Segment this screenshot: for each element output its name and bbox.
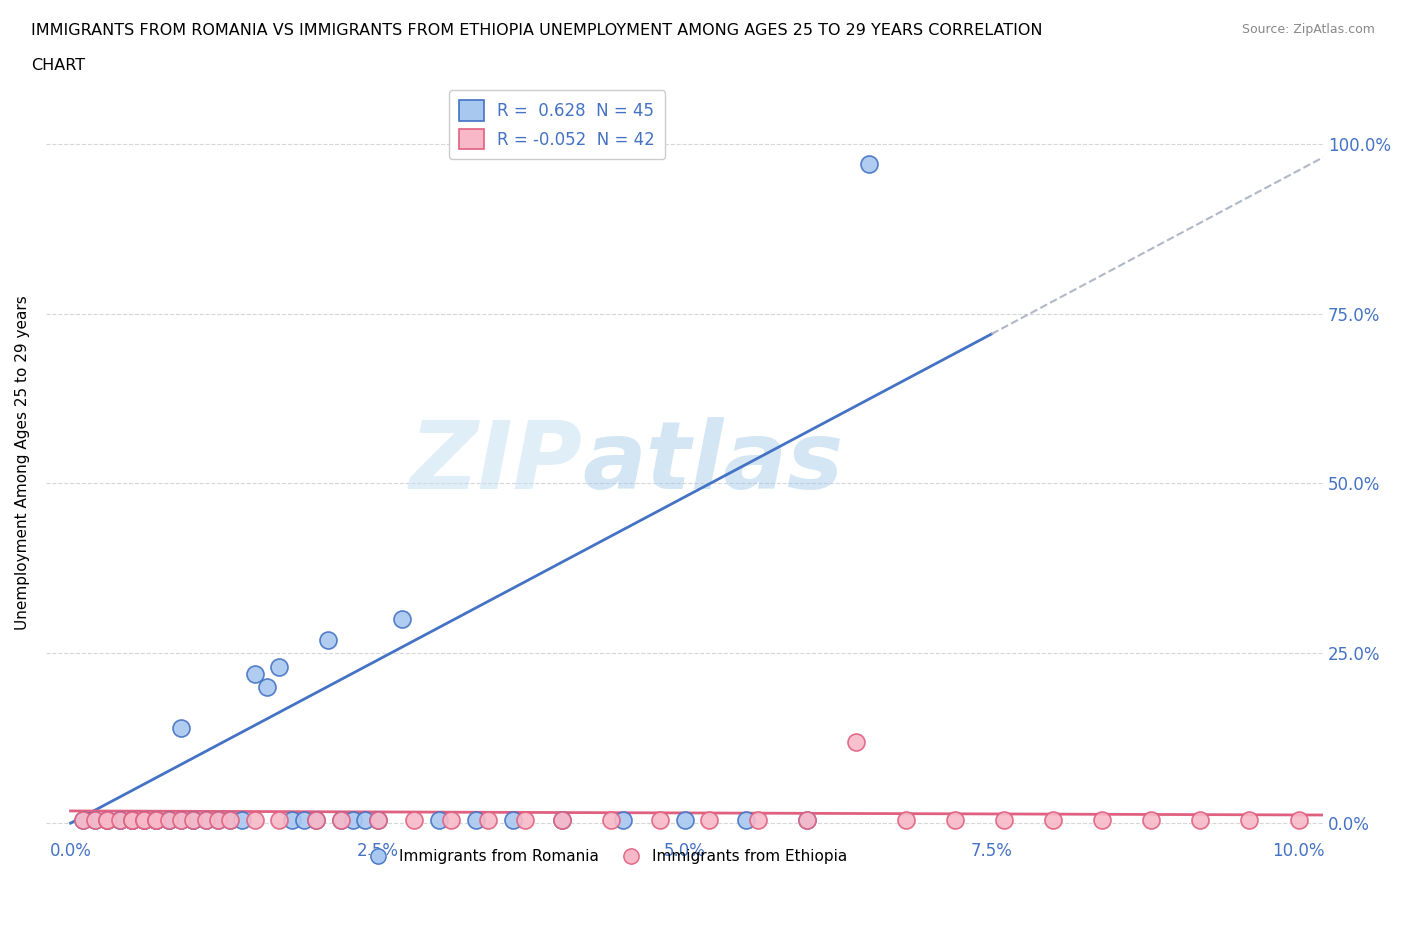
Point bbox=[219, 812, 242, 827]
Point bbox=[121, 812, 143, 827]
Point bbox=[96, 812, 118, 827]
Point bbox=[673, 812, 696, 827]
Point bbox=[1091, 812, 1114, 827]
Point bbox=[145, 812, 167, 827]
Point bbox=[648, 812, 671, 827]
Point bbox=[134, 812, 156, 827]
Point bbox=[477, 812, 499, 827]
Point bbox=[183, 812, 205, 827]
Point bbox=[502, 812, 524, 827]
Point bbox=[697, 812, 720, 827]
Point bbox=[612, 812, 634, 827]
Legend: Immigrants from Romania, Immigrants from Ethiopia: Immigrants from Romania, Immigrants from… bbox=[363, 843, 853, 870]
Point bbox=[342, 812, 364, 827]
Point bbox=[145, 812, 167, 827]
Point bbox=[943, 812, 966, 827]
Point bbox=[157, 812, 180, 827]
Point bbox=[858, 156, 880, 171]
Text: atlas: atlas bbox=[582, 417, 844, 509]
Point bbox=[329, 812, 352, 827]
Point bbox=[367, 812, 389, 827]
Point bbox=[269, 812, 291, 827]
Point bbox=[170, 812, 193, 827]
Point bbox=[1288, 812, 1310, 827]
Point bbox=[207, 812, 229, 827]
Point bbox=[108, 812, 131, 827]
Point bbox=[440, 812, 463, 827]
Point bbox=[391, 612, 413, 627]
Point bbox=[796, 812, 818, 827]
Point bbox=[513, 812, 536, 827]
Point bbox=[599, 812, 621, 827]
Point bbox=[157, 812, 180, 827]
Point bbox=[108, 812, 131, 827]
Point bbox=[894, 812, 917, 827]
Point bbox=[1189, 812, 1212, 827]
Point bbox=[194, 812, 217, 827]
Point bbox=[183, 812, 205, 827]
Point bbox=[84, 812, 107, 827]
Text: ZIP: ZIP bbox=[409, 417, 582, 509]
Point bbox=[96, 812, 118, 827]
Point bbox=[145, 812, 167, 827]
Point bbox=[845, 734, 868, 749]
Point bbox=[121, 812, 143, 827]
Point bbox=[219, 812, 242, 827]
Point bbox=[354, 812, 377, 827]
Point bbox=[305, 812, 328, 827]
Point bbox=[796, 812, 818, 827]
Point bbox=[231, 812, 253, 827]
Point bbox=[121, 812, 143, 827]
Point bbox=[72, 812, 94, 827]
Point bbox=[145, 812, 167, 827]
Point bbox=[551, 812, 574, 827]
Point bbox=[243, 666, 266, 681]
Point bbox=[993, 812, 1015, 827]
Point bbox=[194, 812, 217, 827]
Point bbox=[318, 632, 340, 647]
Point bbox=[551, 812, 574, 827]
Point bbox=[157, 812, 180, 827]
Text: CHART: CHART bbox=[31, 58, 84, 73]
Point bbox=[292, 812, 315, 827]
Point bbox=[96, 812, 118, 827]
Point bbox=[183, 812, 205, 827]
Point bbox=[329, 812, 352, 827]
Point bbox=[121, 812, 143, 827]
Y-axis label: Unemployment Among Ages 25 to 29 years: Unemployment Among Ages 25 to 29 years bbox=[15, 296, 30, 631]
Point bbox=[305, 812, 328, 827]
Point bbox=[280, 812, 302, 827]
Point bbox=[121, 812, 143, 827]
Point bbox=[464, 812, 486, 827]
Point bbox=[72, 812, 94, 827]
Point bbox=[134, 812, 156, 827]
Point bbox=[404, 812, 426, 827]
Point bbox=[96, 812, 118, 827]
Point bbox=[735, 812, 758, 827]
Point bbox=[134, 812, 156, 827]
Point bbox=[256, 680, 278, 695]
Point bbox=[145, 812, 167, 827]
Point bbox=[170, 812, 193, 827]
Text: Source: ZipAtlas.com: Source: ZipAtlas.com bbox=[1241, 23, 1375, 36]
Point bbox=[170, 721, 193, 736]
Point bbox=[269, 659, 291, 674]
Point bbox=[1140, 812, 1163, 827]
Point bbox=[427, 812, 450, 827]
Point bbox=[84, 812, 107, 827]
Point bbox=[134, 812, 156, 827]
Point bbox=[1239, 812, 1261, 827]
Point bbox=[243, 812, 266, 827]
Point bbox=[367, 812, 389, 827]
Point bbox=[207, 812, 229, 827]
Point bbox=[108, 812, 131, 827]
Point bbox=[747, 812, 769, 827]
Text: IMMIGRANTS FROM ROMANIA VS IMMIGRANTS FROM ETHIOPIA UNEMPLOYMENT AMONG AGES 25 T: IMMIGRANTS FROM ROMANIA VS IMMIGRANTS FR… bbox=[31, 23, 1042, 38]
Point bbox=[1042, 812, 1064, 827]
